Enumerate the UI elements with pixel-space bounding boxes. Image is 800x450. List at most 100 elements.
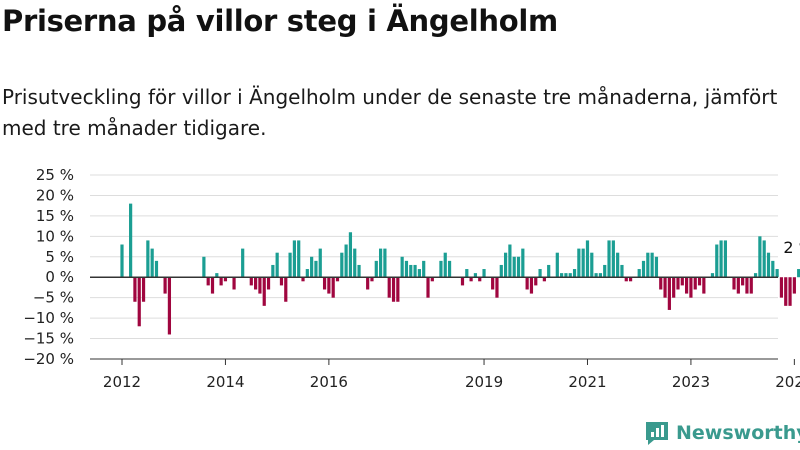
bar xyxy=(672,277,676,298)
y-tick-label: 25 % xyxy=(36,166,74,184)
bar xyxy=(357,264,361,278)
bar xyxy=(784,277,788,306)
bar xyxy=(258,277,262,294)
x-tick-label: 2014 xyxy=(206,373,244,391)
bar xyxy=(348,232,353,278)
bar xyxy=(542,277,546,282)
bar xyxy=(732,277,736,290)
bar xyxy=(512,256,516,278)
bar xyxy=(430,277,434,282)
bar xyxy=(417,269,421,278)
bar xyxy=(150,248,154,278)
x-tick-label: 2019 xyxy=(465,373,503,391)
bar xyxy=(723,240,727,278)
bar xyxy=(676,277,680,290)
bar xyxy=(262,277,266,306)
bar xyxy=(232,277,236,290)
bar xyxy=(215,273,219,278)
bar xyxy=(792,277,796,294)
bar xyxy=(275,252,279,278)
bar xyxy=(491,277,495,290)
bar xyxy=(322,277,327,290)
bar xyxy=(478,277,482,282)
bar xyxy=(758,236,762,278)
bar xyxy=(473,273,478,278)
bar xyxy=(788,277,792,306)
bar xyxy=(689,277,693,298)
bar xyxy=(279,277,284,286)
bar xyxy=(305,269,309,278)
bar xyxy=(391,277,396,302)
bar xyxy=(555,252,559,278)
bar xyxy=(404,260,409,278)
x-tick-label: 2016 xyxy=(310,373,348,391)
y-tick-label: 20 % xyxy=(36,186,74,204)
bar xyxy=(163,277,167,294)
bar xyxy=(314,260,318,278)
bar xyxy=(219,277,223,286)
bar xyxy=(598,273,603,278)
bar xyxy=(426,277,430,298)
bar xyxy=(288,252,292,278)
x-tick-label: 2025 xyxy=(775,373,800,391)
bar xyxy=(310,256,314,278)
bar xyxy=(525,277,529,290)
bar xyxy=(603,264,607,278)
x-tick-label: 2023 xyxy=(672,373,710,391)
bar xyxy=(482,269,486,278)
bar xyxy=(753,273,758,278)
y-tick-label: 10 % xyxy=(36,227,74,245)
bar xyxy=(469,277,473,282)
bar xyxy=(637,269,641,278)
bar xyxy=(766,252,771,278)
bar xyxy=(641,260,646,278)
bar xyxy=(353,248,357,278)
bar xyxy=(607,240,611,278)
bar xyxy=(508,244,512,278)
bar xyxy=(340,252,344,278)
bar xyxy=(646,252,650,278)
bar xyxy=(581,248,585,278)
bar xyxy=(736,277,740,294)
bar xyxy=(702,277,706,294)
bar xyxy=(120,244,124,278)
bar xyxy=(654,256,659,278)
bar xyxy=(650,252,654,278)
bar xyxy=(779,277,784,298)
y-tick-label: −10 % xyxy=(23,309,74,327)
bar xyxy=(400,256,404,278)
bar xyxy=(141,277,146,302)
bar xyxy=(366,277,370,290)
bar xyxy=(465,269,469,278)
bar xyxy=(547,264,551,278)
bar xyxy=(590,252,594,278)
y-tick-label: −15 % xyxy=(23,330,74,348)
bar xyxy=(667,277,671,310)
x-tick-label: 2021 xyxy=(568,373,606,391)
x-tick-label: 2012 xyxy=(103,373,141,391)
bar xyxy=(379,248,383,278)
newsworthy-logo-icon xyxy=(646,422,668,445)
bar xyxy=(534,277,538,286)
chart-title: Priserna på villor steg i Ängelholm xyxy=(2,4,558,38)
bar xyxy=(284,277,288,302)
bar xyxy=(331,277,335,298)
bar xyxy=(538,269,542,278)
y-tick-label: 0 % xyxy=(45,268,74,286)
bar xyxy=(572,269,577,278)
bar xyxy=(719,240,723,278)
bar xyxy=(241,248,245,278)
bar xyxy=(680,277,684,286)
bar xyxy=(318,248,322,278)
bar xyxy=(447,260,452,278)
bar xyxy=(749,277,753,294)
bar xyxy=(594,273,598,278)
bar xyxy=(443,252,447,278)
bar xyxy=(499,264,503,278)
bar xyxy=(387,277,391,298)
latest-value-label: 2 % xyxy=(783,238,800,257)
bar xyxy=(249,277,253,286)
bar xyxy=(292,240,296,278)
bar xyxy=(335,277,340,282)
